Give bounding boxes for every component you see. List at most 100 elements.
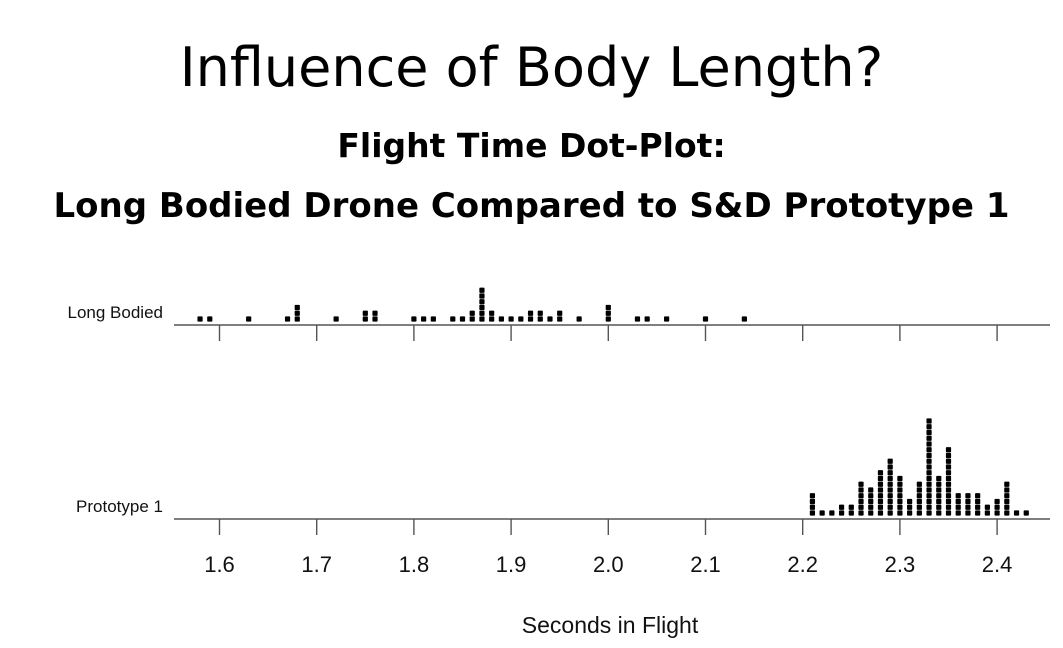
data-dot [975,510,981,516]
data-dot [557,310,563,316]
data-dot [741,316,747,322]
data-dot [605,316,611,322]
data-dot [887,498,893,505]
data-dot [547,316,553,322]
data-dot [877,475,884,482]
data-dot [848,510,854,516]
data-dot [207,316,213,322]
x-tick-label: 1.7 [301,552,332,577]
data-dot [984,510,990,516]
chart-title-line-1: Flight Time Dot-Plot: [337,126,726,165]
data-dot [945,464,952,470]
data-dot [945,504,952,510]
data-dot [945,452,952,459]
data-dot [877,487,884,493]
data-dot [887,464,893,470]
data-dot [518,316,524,322]
data-dot [411,316,417,322]
data-dot [926,435,932,441]
data-dot [936,481,942,487]
x-tick-label: 2.0 [593,552,624,577]
data-dot [450,316,456,322]
axes [174,324,1050,535]
data-dot [887,475,893,482]
data-dot [664,316,670,322]
data-dot [868,487,874,493]
data-dot [508,316,514,322]
data-dot [945,510,952,516]
data-dot [362,310,368,316]
x-tick-label: 1.8 [399,552,430,577]
data-dot [372,310,378,316]
data-dot [372,316,378,322]
data-dot [936,504,942,510]
data-dot [887,493,893,499]
series-label: Long Bodied [68,303,163,322]
data-dot [479,287,485,293]
labels: Long Bodied Prototype 1 1.6 1.7 1.8 1.9 2.0 2.1… [68,303,1013,638]
dots [197,287,1029,516]
data-dot [945,458,952,464]
data-dot [887,487,893,493]
data-dot [907,504,913,510]
data-dot [936,498,942,505]
data-dot [945,481,952,487]
data-dot [887,458,893,464]
data-dot [926,447,932,453]
data-dot [926,493,932,499]
data-dot [858,498,864,505]
x-tick-label: 1.6 [204,552,235,577]
data-dot [858,493,864,499]
data-dot [838,510,845,516]
data-dot [994,510,1000,516]
data-dot [858,487,864,493]
data-dot [897,487,903,493]
data-dot [926,464,932,470]
data-dot [868,498,874,505]
data-dot [926,475,932,482]
data-dot [926,504,932,510]
data-dot [294,316,300,322]
data-dot [945,487,952,493]
data-dot [333,316,339,322]
data-dot [537,316,543,322]
data-dot [926,452,932,459]
data-dot [877,481,884,487]
data-dot [916,481,922,487]
data-dot [926,424,932,430]
data-dot [945,493,952,499]
slide-title: Influence of Body Length? [179,36,884,99]
x-tick-label: 2.1 [690,552,721,577]
data-dot [362,316,368,322]
data-dot [576,316,582,322]
data-dot [916,493,922,499]
data-dot [926,441,932,447]
data-dot [945,498,952,505]
data-dot [965,498,971,505]
data-dot [965,504,971,510]
data-dot [994,504,1000,510]
data-dot [848,504,854,510]
data-dot [1013,510,1020,516]
data-dot [926,498,932,505]
data-dot [197,316,203,322]
x-axis-label: Seconds in Flight [522,612,699,638]
data-dot [877,510,884,516]
data-dot [887,470,893,476]
data-dot [819,510,825,516]
data-dot [907,498,913,505]
data-dot [965,510,971,516]
data-dot [907,510,913,516]
data-dot [936,510,942,516]
data-dot [858,504,864,510]
data-dot [926,510,932,516]
data-dot [994,498,1000,505]
data-dot [926,458,932,464]
data-dot [605,304,611,311]
data-dot [1004,487,1010,493]
data-dot [1004,498,1010,505]
data-dot [877,493,884,499]
chart-title-line-2: Long Bodied Drone Compared to S&D Protot… [53,186,1010,226]
data-dot [936,487,942,493]
